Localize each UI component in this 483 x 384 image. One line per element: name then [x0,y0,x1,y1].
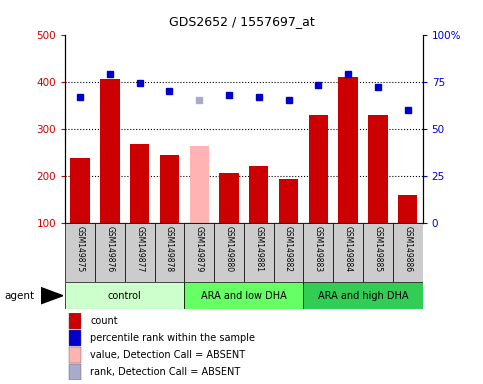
Text: GSM149881: GSM149881 [255,226,263,272]
Bar [279,179,298,223]
Bar [71,158,90,223]
Text: percentile rank within the sample: percentile rank within the sample [90,333,255,343]
Bar [125,223,155,282]
Text: GSM149876: GSM149876 [105,226,114,272]
Text: GDS2652 / 1557697_at: GDS2652 / 1557697_at [169,15,314,28]
Bar [214,223,244,282]
Text: ARA and high DHA: ARA and high DHA [318,291,408,301]
Bar [185,223,214,282]
Bar [130,144,149,223]
Bar [160,154,179,223]
Bar [398,195,417,223]
Text: GSM149879: GSM149879 [195,226,204,272]
Bar [274,223,303,282]
Bar [155,223,185,282]
Bar [309,116,328,223]
Bar [249,166,269,223]
Bar [393,223,423,282]
Text: GSM149883: GSM149883 [314,226,323,272]
Text: count: count [90,316,118,326]
Text: GSM149884: GSM149884 [344,226,353,272]
Bar [368,116,388,223]
Bar [244,223,274,282]
Bar [69,347,81,363]
Text: GSM149875: GSM149875 [76,226,85,272]
Bar [333,223,363,282]
Text: ARA and low DHA: ARA and low DHA [201,291,287,301]
Bar [100,79,120,223]
Bar [303,282,423,309]
Text: GSM149877: GSM149877 [135,226,144,272]
Bar [189,146,209,223]
Text: control: control [108,291,142,301]
Text: GSM149878: GSM149878 [165,226,174,272]
Text: GSM149885: GSM149885 [373,226,383,272]
Text: GSM149882: GSM149882 [284,226,293,272]
Bar [69,364,81,380]
Bar [65,223,95,282]
Bar [303,223,333,282]
Bar [95,223,125,282]
Bar [69,313,81,329]
Bar [363,223,393,282]
Text: GSM149880: GSM149880 [225,226,233,272]
Bar [219,173,239,223]
Polygon shape [41,288,63,304]
Text: value, Detection Call = ABSENT: value, Detection Call = ABSENT [90,350,245,360]
Bar [339,77,358,223]
Bar [185,282,303,309]
Text: agent: agent [5,291,35,301]
Bar [65,282,185,309]
Bar [69,330,81,346]
Text: rank, Detection Call = ABSENT: rank, Detection Call = ABSENT [90,367,241,377]
Text: GSM149886: GSM149886 [403,226,412,272]
